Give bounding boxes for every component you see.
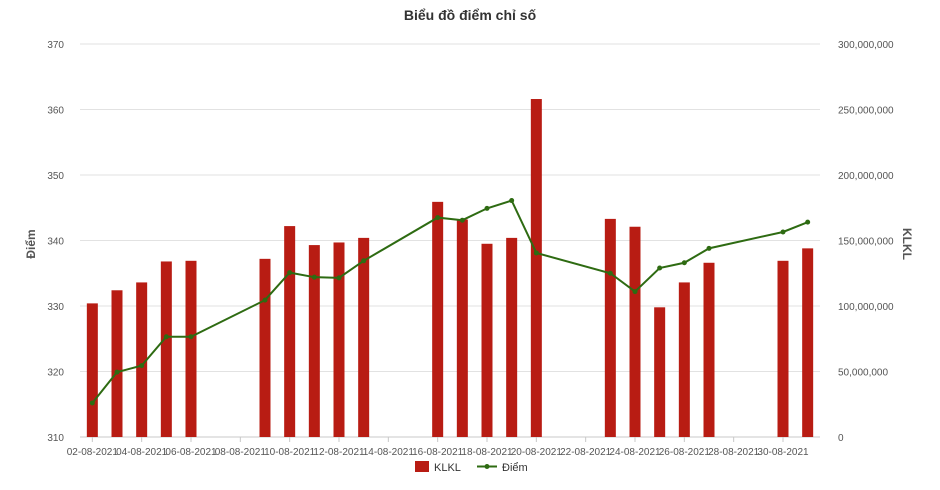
left-axis-ticks: 310 320 330 340 350 360 370 [47,40,64,444]
point-diem [632,289,638,295]
right-tick-label: 300,000,000 [838,40,894,51]
x-tick-label: 30-08-2021 [757,447,809,458]
x-tick-label: 08-08-2021 [215,447,267,458]
bar-klkl [530,99,542,438]
bar-klkl [432,201,444,437]
left-tick-label: 360 [47,106,64,117]
right-tick-label: 50,000,000 [838,368,888,379]
bar-klkl [160,261,172,437]
left-tick-label: 350 [47,171,64,182]
bar-klkl [284,226,296,437]
point-diem [780,229,786,235]
x-tick-label: 02-08-2021 [67,447,119,458]
point-diem [657,265,663,271]
x-tick-label: 04-08-2021 [116,447,168,458]
point-diem [435,215,441,221]
bar-klkl [629,226,641,437]
x-tick-label: 20-08-2021 [511,447,563,458]
bar-klkl [308,245,320,437]
left-tick-label: 330 [47,302,64,313]
bar-klkl [481,243,493,437]
bar-klkl [136,282,148,437]
right-axis-title: KLKL [900,228,914,260]
legend: KLKL Điểm [415,461,528,474]
left-axis-title: Điểm [24,229,38,258]
x-tick-label: 22-08-2021 [560,447,612,458]
point-diem [188,334,194,340]
point-diem [533,250,539,256]
right-tick-label: 0 [838,433,844,444]
left-tick-label: 340 [47,237,64,248]
point-diem [361,258,367,264]
bar-klkl [506,237,518,437]
bar-klkl [654,307,666,437]
point-diem [706,245,712,251]
x-tick-label: 24-08-2021 [609,447,661,458]
point-diem [89,400,95,406]
point-diem [459,217,465,223]
point-diem [484,205,490,211]
bar-klkl [802,248,814,437]
left-tick-label: 310 [47,433,64,444]
bar-klkl [111,290,123,437]
left-tick-label: 320 [47,368,64,379]
point-diem [114,369,120,375]
legend-label-klkl: KLKL [434,462,461,474]
bar-klkl [703,262,715,437]
x-tick-label: 16-08-2021 [412,447,464,458]
point-diem [311,274,317,280]
right-tick-label: 250,000,000 [838,106,894,117]
bar-klkl [358,237,370,437]
legend-swatch-klkl [415,461,429,472]
point-diem [336,275,342,281]
bar-klkl [777,260,789,437]
chart-title: Biểu đồ điểm chỉ số [404,7,537,23]
x-tick-label: 06-08-2021 [165,447,217,458]
bar-klkl [456,219,468,437]
point-diem [139,363,145,369]
bar-klkl [86,303,98,437]
point-diem [163,334,169,340]
bar-klkl [259,258,271,437]
legend-label-diem: Điểm [502,462,528,474]
gridlines [80,43,820,438]
bar-series-klkl [86,99,814,438]
point-diem [262,297,268,303]
bar-klkl [185,260,197,437]
x-axis-ticks: 02-08-202104-08-202106-08-202108-08-2021… [67,437,809,458]
line-diem [91,199,809,404]
point-diem [509,198,515,204]
x-tick-label: 10-08-2021 [264,447,316,458]
bar-klkl [678,282,690,437]
x-tick-label: 12-08-2021 [313,447,365,458]
point-diem [805,219,811,225]
bar-klkl [604,218,616,437]
x-tick-label: 14-08-2021 [363,447,415,458]
x-tick-label: 26-08-2021 [659,447,711,458]
x-tick-label: 28-08-2021 [708,447,760,458]
right-tick-label: 100,000,000 [838,302,894,313]
right-tick-label: 150,000,000 [838,237,894,248]
point-diem [287,270,293,276]
point-diem [681,260,687,266]
line-series-diem [89,198,811,406]
legend-marker-diem [484,464,490,469]
left-tick-label: 370 [47,40,64,51]
point-diem [607,270,613,276]
bar-klkl [333,242,345,437]
right-tick-label: 200,000,000 [838,171,894,182]
right-axis-ticks: 0 50,000,000 100,000,000 150,000,000 200,000… [838,40,894,444]
x-tick-label: 18-08-2021 [461,447,513,458]
